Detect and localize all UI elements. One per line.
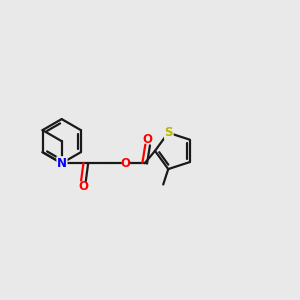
Text: O: O [79,180,88,193]
Text: S: S [165,126,173,139]
Text: N: N [57,157,67,170]
Text: O: O [142,133,153,146]
Text: O: O [120,157,130,170]
